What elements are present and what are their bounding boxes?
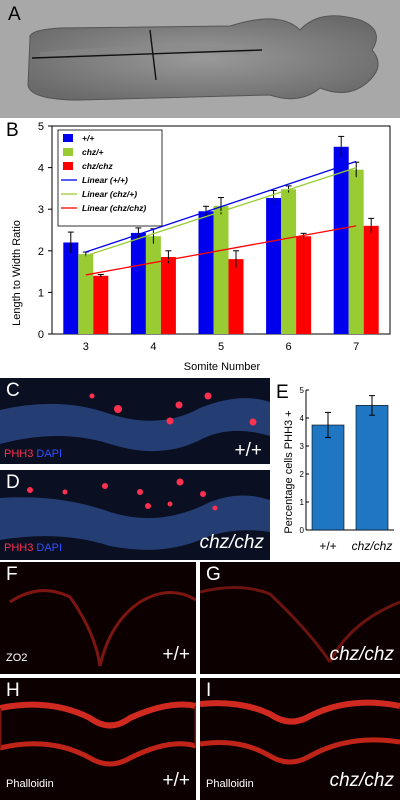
bar: [348, 169, 364, 334]
trendline: [85, 160, 357, 253]
legend-swatch: [63, 134, 73, 142]
x-tick-label: +/+: [319, 539, 336, 553]
zo2-mut-image: [200, 585, 400, 663]
legend-entry: chz/+: [82, 147, 104, 157]
y-axis-label: Length to Width Ratio: [11, 220, 23, 326]
bar: [130, 232, 146, 334]
bar: [160, 257, 176, 334]
panel-i-label: I: [206, 680, 212, 701]
legend-entry: Linear (chz/chz): [82, 203, 146, 213]
panel-e-label: E: [276, 382, 289, 403]
panel-h-label: H: [6, 680, 20, 701]
legend: +/+ chz/+ chz/chz Linear (+/+) Linear (chz/+…: [57, 129, 163, 227]
panel-f: F ZO2 +/+: [0, 562, 196, 674]
panel-g-label: G: [206, 564, 221, 585]
trendline: [85, 225, 357, 276]
x-tick-label: 5: [218, 341, 224, 353]
panel-c-label: C: [6, 380, 20, 401]
stain-label: PHH3 DAPI: [4, 542, 63, 554]
panel-i: I Phalloidin chz/chz: [200, 678, 400, 800]
legend-entry: Linear (+/+): [82, 175, 128, 185]
bar: [363, 225, 379, 334]
phh3-percentage-chart: Percentage cells PHH3 + 0 1 2 3 4 5 +/+ chz/chz: [283, 386, 394, 553]
phh3-mut-image: [0, 478, 270, 550]
y-tick-label: 4: [300, 414, 305, 423]
bar: [228, 259, 244, 334]
y-axis-label: Percentage cells PHH3 +: [283, 410, 295, 533]
legend-entry: Linear (chz/+): [82, 189, 137, 199]
x-tick-label: 4: [150, 341, 156, 353]
x-tick-label: 3: [83, 341, 89, 353]
genotype-label: +/+: [234, 440, 262, 461]
panel-g: G chz/chz: [200, 562, 400, 674]
legend-entry: +/+: [82, 133, 94, 143]
genotype-label: +/+: [162, 644, 190, 665]
panel-a-label: A: [8, 4, 21, 25]
phalloidin-wt-image: [0, 701, 196, 767]
panel-d-label: D: [6, 472, 20, 493]
bar: [145, 236, 161, 334]
y-tick-label: 4: [38, 163, 44, 175]
bar: [355, 405, 389, 531]
bar: [63, 242, 79, 334]
phalloidin-mut-image: [200, 699, 400, 765]
legend-swatch: [63, 148, 73, 156]
panel-d: D PHH3 DAPI chz/chz: [0, 470, 270, 560]
y-tick-label: 0: [38, 329, 44, 341]
embryo-image: [27, 15, 379, 101]
somite-ratio-chart: Length to Width Ratio Somite Number 0 1 2 3…: [11, 121, 391, 373]
genotype-label: chz/chz: [199, 532, 264, 553]
bar: [93, 275, 109, 334]
bar: [281, 189, 297, 334]
y-tick-label: 2: [38, 246, 44, 258]
genotype-label: chz/chz: [329, 644, 394, 665]
legend-swatch: [63, 162, 73, 170]
stain-label: Phalloidin: [6, 778, 54, 790]
stain-label: PHH3 DAPI: [4, 448, 63, 460]
y-tick-label: 3: [38, 204, 44, 216]
panel-f-label: F: [6, 564, 18, 585]
x-tick-label: 6: [286, 341, 292, 353]
stain-label: ZO2: [6, 652, 28, 664]
bar: [198, 211, 214, 334]
bar: [78, 254, 94, 334]
y-tick-label: 5: [300, 386, 305, 395]
bar: [266, 197, 282, 334]
x-tick-label: chz/chz: [352, 539, 393, 553]
panel-h: H Phalloidin +/+: [0, 678, 196, 800]
panel-c: C PHH3 DAPI +/+: [0, 378, 270, 464]
bar: [333, 146, 349, 334]
y-tick-label: 5: [38, 121, 44, 133]
bar: [296, 236, 312, 334]
x-tick-label: 7: [353, 341, 359, 353]
genotype-label: chz/chz: [329, 770, 394, 791]
y-tick-label: 2: [300, 470, 305, 479]
panel-b-label: B: [6, 120, 19, 141]
stain-label: Phalloidin: [206, 778, 254, 790]
y-tick-label: 0: [300, 526, 305, 535]
legend-box: [57, 129, 163, 227]
phh3-wt-image: [0, 392, 270, 452]
y-tick-label: 3: [300, 442, 305, 451]
trendline: [85, 166, 357, 257]
bar: [311, 424, 345, 531]
panel-a: A: [0, 0, 400, 118]
x-axis-label: Somite Number: [184, 361, 261, 373]
legend-entry: chz/chz: [82, 161, 113, 171]
y-tick-label: 1: [38, 287, 44, 299]
genotype-label: +/+: [162, 770, 190, 791]
y-tick-label: 1: [300, 498, 305, 507]
panel-b: B Length to Width Ratio Somite Number 0 1…: [0, 118, 400, 376]
panel-e: E Percentage cells PHH3 + 0 1 2 3 4 5 +/+ chz/c…: [270, 380, 400, 562]
bar: [213, 205, 229, 334]
zo2-wt-image: [9, 589, 196, 667]
